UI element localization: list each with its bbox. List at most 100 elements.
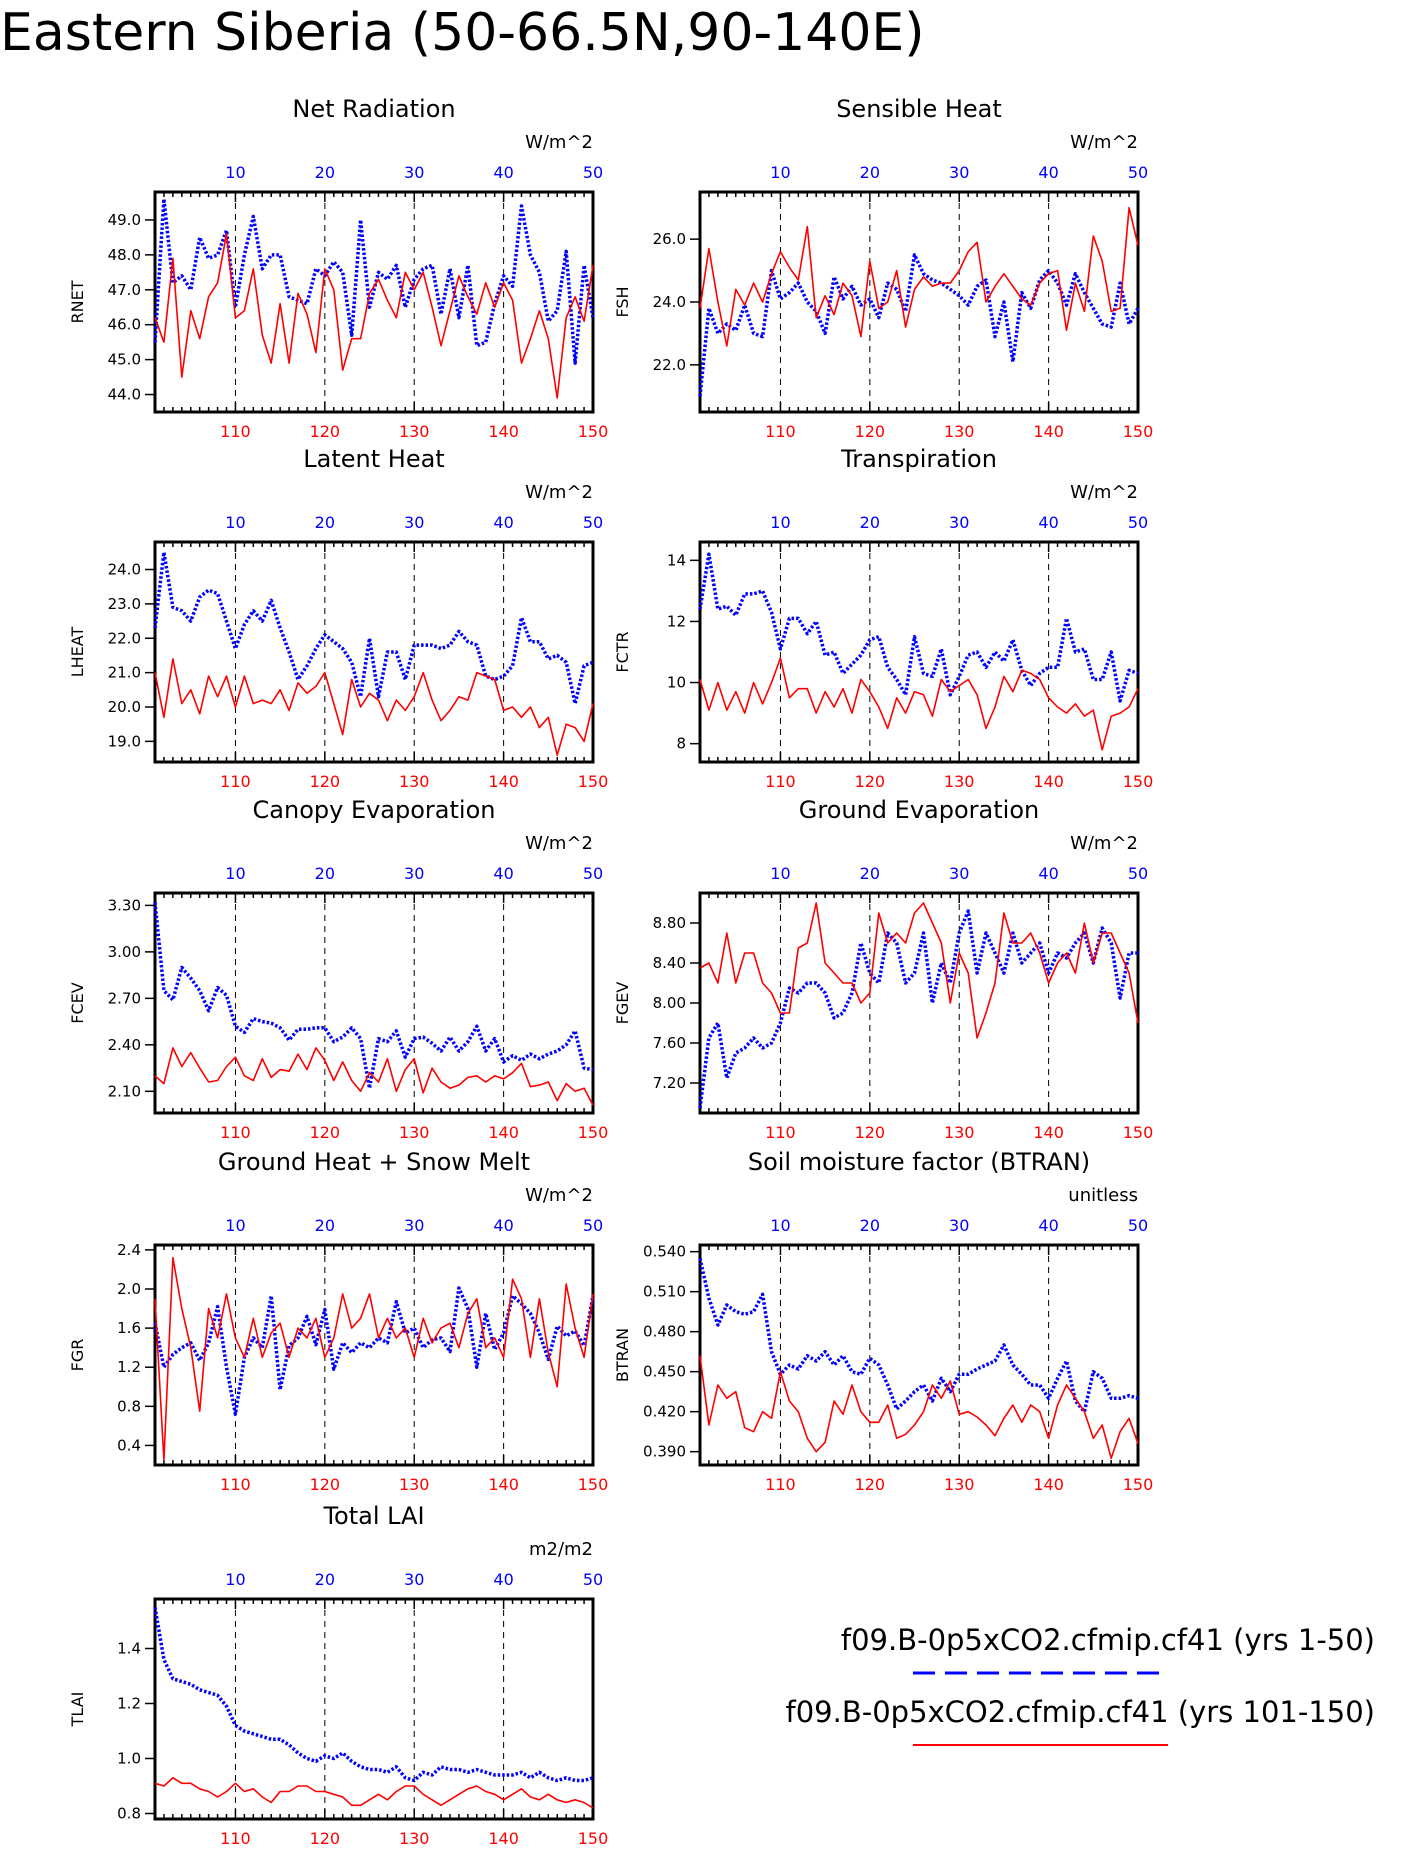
x-tick-label-bottom: 130 <box>944 1123 975 1142</box>
x-tick-label-bottom: 150 <box>578 1475 609 1494</box>
chart-title: Total LAI <box>322 1502 424 1530</box>
x-tick-label-bottom: 120 <box>855 1123 886 1142</box>
chart-title: Ground Evaporation <box>799 796 1039 824</box>
y-tick-label: 3.30 <box>108 896 141 914</box>
chart-lheat: Latent Heat W/m^2 LHEAT 10 20 30 40 50 110 120 130… <box>68 445 608 791</box>
units-label: W/m^2 <box>525 482 593 503</box>
y-tick-label: 47.0 <box>108 281 141 299</box>
x-tick-label-bottom: 120 <box>855 1475 886 1494</box>
units-label: unitless <box>1068 1185 1138 1206</box>
series-line-yrs-101-150 <box>699 657 1139 751</box>
x-tick-label-top: 40 <box>493 864 513 883</box>
x-tick-label-top: 20 <box>860 163 880 182</box>
x-tick-label-top: 40 <box>493 1570 513 1589</box>
x-tick-label-bottom: 140 <box>1033 772 1064 791</box>
x-tick-label-top: 10 <box>770 1216 790 1235</box>
y-axis-label: BTRAN <box>613 1328 632 1382</box>
x-tick-label-bottom: 140 <box>488 422 519 441</box>
x-tick-label-top: 50 <box>583 163 603 182</box>
series-line-yrs-101-150 <box>154 233 594 399</box>
series-line-yrs-1-50 <box>698 909 1138 1109</box>
x-tick-label-bottom: 150 <box>578 1829 609 1848</box>
y-tick-label: 45.0 <box>108 351 141 369</box>
x-tick-label-top: 10 <box>225 864 245 883</box>
y-tick-label: 0.450 <box>643 1363 686 1381</box>
plot-frame <box>698 891 1140 1115</box>
x-tick-label-top: 40 <box>493 1216 513 1235</box>
chart-title: Canopy Evaporation <box>253 796 496 824</box>
x-tick-label-top: 50 <box>583 1216 603 1235</box>
units-label: W/m^2 <box>1070 482 1138 503</box>
chart-title: Ground Heat + Snow Melt <box>218 1148 530 1176</box>
y-tick-label: 8.80 <box>653 914 686 932</box>
x-tick-label-top: 50 <box>1128 163 1148 182</box>
x-tick-label-top: 30 <box>949 864 969 883</box>
y-tick-label: 0.390 <box>643 1443 686 1461</box>
chart-title: Sensible Heat <box>836 95 1002 123</box>
y-tick-label: 7.60 <box>653 1034 686 1052</box>
x-tick-label-bottom: 110 <box>220 1829 251 1848</box>
units-label: W/m^2 <box>1070 132 1138 153</box>
x-tick-label-top: 40 <box>1038 1216 1058 1235</box>
series-line-yrs-101-150 <box>699 206 1139 347</box>
x-tick-label-bottom: 150 <box>578 422 609 441</box>
chart-fgr: Ground Heat + Snow Melt W/m^2 FGR 10 20 30 40 5… <box>68 1148 608 1494</box>
units-label: W/m^2 <box>525 1185 593 1206</box>
y-tick-label: 0.540 <box>643 1243 686 1261</box>
x-tick-label-top: 50 <box>1128 864 1148 883</box>
x-tick-label-bottom: 120 <box>310 422 341 441</box>
x-tick-label-bottom: 130 <box>944 422 975 441</box>
legend: f09.B-0p5xCO2.cfmip.cf41 (yrs 1-50) f09.B… <box>786 1623 1375 1746</box>
y-tick-label: 46.0 <box>108 316 141 334</box>
x-tick-label-bottom: 150 <box>578 1123 609 1142</box>
x-tick-label-top: 10 <box>770 513 790 532</box>
y-tick-label: 3.00 <box>108 943 141 961</box>
chart-panels: Net Radiation W/m^2 RNET 10 20 30 40 50 110 120 13… <box>68 95 1153 1848</box>
chart-fgev: Ground Evaporation W/m^2 FGEV 10 20 30 40 50 110… <box>613 796 1153 1142</box>
chart-tlai: Total LAI m2/m2 TLAI 10 20 30 40 50 110 120 130 140… <box>68 1502 608 1848</box>
y-tick-label: 44.0 <box>108 386 141 404</box>
x-tick-label-top: 40 <box>1038 864 1058 883</box>
x-tick-label-bottom: 120 <box>855 772 886 791</box>
x-tick-label-top: 50 <box>583 864 603 883</box>
x-tick-label-top: 50 <box>583 1570 603 1589</box>
x-tick-label-bottom: 140 <box>488 1123 519 1142</box>
series-line-yrs-1-50 <box>698 253 1140 397</box>
x-tick-label-bottom: 140 <box>1033 422 1064 441</box>
y-tick-label: 19.0 <box>108 732 141 750</box>
series-line-yrs-1-50 <box>153 1607 594 1783</box>
x-tick-label-top: 50 <box>1128 1216 1148 1235</box>
x-tick-label-top: 10 <box>225 1570 245 1589</box>
series-line-yrs-1-50 <box>153 1286 595 1416</box>
x-tick-label-bottom: 130 <box>399 1829 430 1848</box>
x-tick-label-top: 10 <box>225 163 245 182</box>
x-tick-label-top: 40 <box>493 163 513 182</box>
x-tick-label-top: 20 <box>860 864 880 883</box>
y-tick-label: 0.420 <box>643 1403 686 1421</box>
plot-frame <box>153 1597 595 1821</box>
y-tick-label: 1.2 <box>117 1695 141 1713</box>
x-tick-label-bottom: 110 <box>765 1123 796 1142</box>
x-tick-label-top: 50 <box>1128 513 1148 532</box>
y-tick-label: 1.0 <box>117 1750 141 1768</box>
y-tick-label: 24.0 <box>653 293 686 311</box>
y-tick-label: 2.10 <box>108 1082 141 1100</box>
y-tick-label: 1.6 <box>117 1319 141 1337</box>
x-tick-label-bottom: 120 <box>310 1829 341 1848</box>
x-tick-label-bottom: 150 <box>1123 1123 1154 1142</box>
x-tick-label-top: 10 <box>225 1216 245 1235</box>
y-axis-label: FGR <box>68 1339 87 1372</box>
x-tick-label-bottom: 140 <box>1033 1123 1064 1142</box>
series-line-yrs-1-50 <box>153 550 594 706</box>
x-tick-label-bottom: 110 <box>220 422 251 441</box>
y-tick-label: 10 <box>667 674 686 692</box>
x-tick-label-top: 40 <box>493 513 513 532</box>
x-tick-label-bottom: 130 <box>944 1475 975 1494</box>
y-tick-label: 2.4 <box>117 1241 141 1259</box>
y-tick-label: 26.0 <box>653 230 686 248</box>
x-tick-label-bottom: 120 <box>855 422 886 441</box>
y-axis-label: FCEV <box>68 982 87 1023</box>
x-tick-label-bottom: 110 <box>220 1123 251 1142</box>
chart-rnet: Net Radiation W/m^2 RNET 10 20 30 40 50 110 120 13… <box>68 95 608 441</box>
